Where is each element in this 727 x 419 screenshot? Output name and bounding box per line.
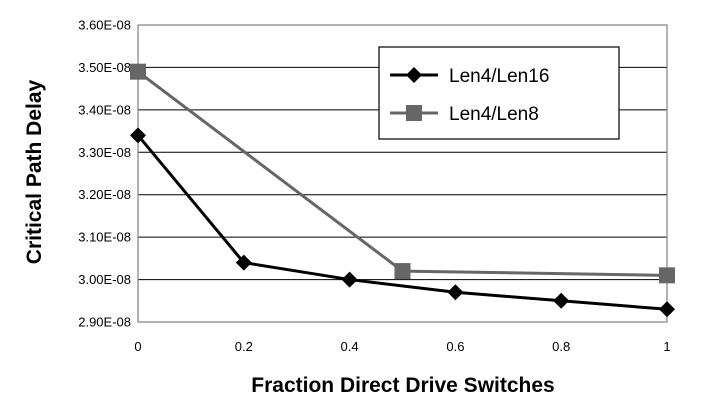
legend-square-marker [406, 105, 422, 121]
plot-area-frame [137, 24, 668, 323]
x-tick-label: 0.8 [552, 339, 570, 354]
y-axis-title: Critical Path Delay [23, 79, 46, 264]
diamond-data-point [447, 284, 464, 301]
y-tick-label: 3.60E-08 [78, 18, 131, 33]
series-len4-len8 [130, 63, 675, 284]
x-tick-label: 0 [134, 339, 141, 354]
data-series [130, 63, 675, 318]
diamond-data-point [130, 127, 146, 144]
y-tick-label: 3.10E-08 [78, 230, 131, 245]
legend-label: Len4/Len8 [449, 104, 539, 125]
square-data-point [659, 267, 675, 284]
x-axis-tick-labels: 0 0.2 0.4 0.6 0.8 1 [134, 339, 670, 354]
legend-box [378, 46, 620, 140]
diamond-data-point [659, 301, 675, 318]
x-tick-label: 0.6 [446, 339, 464, 354]
y-axis-tick-labels: 2.90E-08 3.00E-08 3.10E-08 3.20E-08 3.30E-08… [78, 18, 131, 330]
y-tick-label: 3.50E-08 [78, 60, 131, 75]
legend: Len4/Len16 Len4/Len8 [378, 46, 620, 140]
y-tick-label: 3.20E-08 [78, 187, 131, 202]
x-tick-label: 1 [663, 339, 670, 354]
legend-diamond-marker [406, 67, 422, 83]
y-tick-label: 3.00E-08 [78, 272, 131, 287]
y-tick-label: 2.90E-08 [78, 315, 131, 330]
legend-label: Len4/Len16 [449, 66, 549, 87]
x-axis-title: Fraction Direct Drive Switches [251, 374, 554, 397]
square-data-point [130, 63, 146, 80]
series-line [136, 134, 668, 311]
diamond-data-point [553, 292, 570, 309]
square-data-point [394, 263, 411, 280]
diamond-data-point [235, 254, 252, 271]
diamond-data-point [341, 271, 358, 288]
y-tick-label: 3.40E-08 [78, 102, 131, 117]
x-tick-label: 0.4 [341, 339, 359, 354]
x-tick-label: 0.2 [235, 339, 253, 354]
y-tick-label: 3.30E-08 [78, 145, 131, 160]
series-len4-len16 [130, 127, 675, 318]
